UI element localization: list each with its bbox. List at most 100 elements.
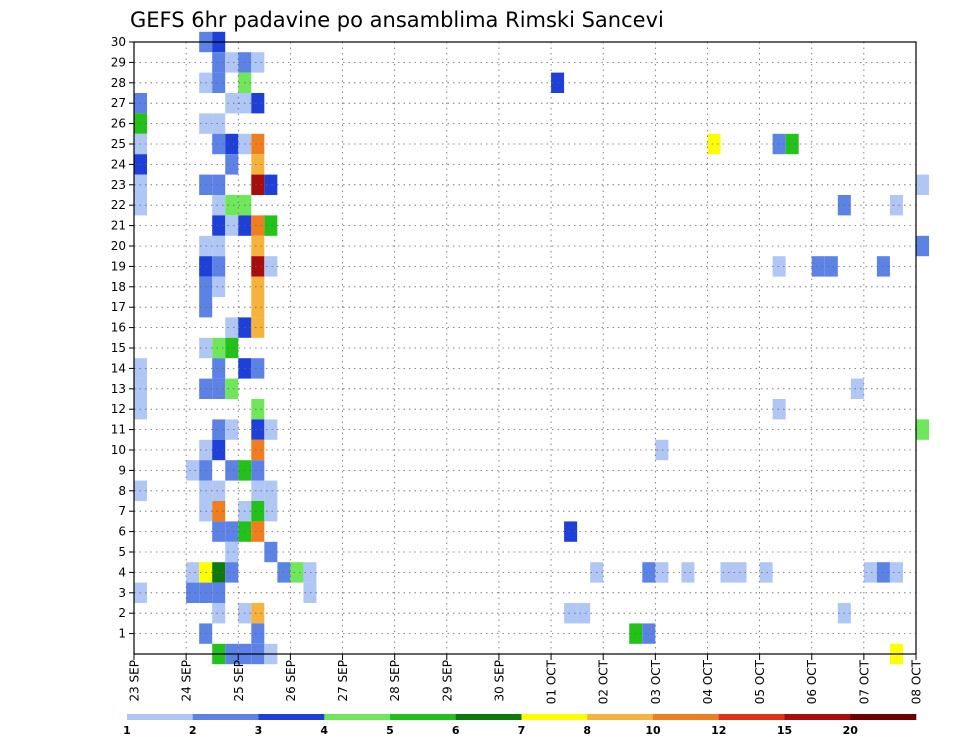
heatmap-cell: [290, 562, 304, 583]
heatmap-cell: [916, 235, 930, 257]
heatmap-cell: [251, 480, 265, 501]
y-tick-label: 11: [111, 423, 126, 437]
colorbar-label: 8: [583, 724, 591, 737]
y-tick-label: 24: [111, 157, 126, 171]
heatmap-cell: [212, 72, 226, 93]
heatmap-cell: [186, 562, 200, 583]
heatmap-cell: [251, 399, 265, 420]
heatmap-cell: [225, 337, 239, 359]
y-tick-label: 14: [111, 361, 126, 375]
heatmap-cell: [251, 276, 265, 297]
heatmap-cell: [225, 52, 239, 73]
y-tick-label: 22: [111, 198, 126, 212]
y-tick-label: 8: [118, 484, 126, 498]
x-tick-label: 28 SEP: [388, 660, 402, 702]
heatmap-cell: [720, 562, 734, 583]
colorbar-label: 1: [123, 724, 131, 737]
y-tick-label: 2: [118, 606, 126, 620]
heatmap-cell: [225, 521, 239, 542]
heatmap-cell: [264, 174, 278, 195]
heatmap-cell: [212, 215, 226, 236]
heatmap-cell: [916, 174, 930, 195]
heatmap-cell: [251, 235, 265, 257]
y-tick-label: 12: [111, 402, 126, 416]
heatmap-cell: [850, 378, 864, 399]
heatmap-cell: [772, 256, 786, 277]
colorbar-segment: [192, 714, 259, 720]
colorbar-segment: [653, 714, 720, 720]
heatmap-cell: [264, 215, 278, 236]
heatmap-cell: [264, 256, 278, 277]
heatmap-cell: [212, 52, 226, 73]
y-tick-label: 18: [111, 280, 126, 294]
heatmap-cell: [772, 133, 786, 155]
colorbar-label: 15: [777, 724, 792, 737]
y-tick-label: 23: [111, 178, 126, 192]
heatmap-cell: [212, 582, 226, 603]
y-tick-label: 27: [111, 96, 126, 110]
colorbar-label: 20: [843, 724, 859, 737]
x-tick-label: 24 SEP: [180, 660, 194, 702]
heatmap-cell: [303, 582, 317, 603]
heatmap-cell: [251, 521, 265, 542]
colorbar: 1 2 3 4 5 6 7 8 10 12 15 20: [123, 714, 917, 737]
heatmap-cell: [264, 480, 278, 501]
colorbar-segment: [127, 714, 194, 720]
heatmap-cell: [186, 582, 200, 603]
y-tick-label: 13: [111, 382, 126, 396]
x-tick-label: 23 SEP: [128, 660, 142, 702]
heatmap-cell: [916, 419, 930, 440]
heatmap-cell: [212, 419, 226, 440]
heatmap-cell: [225, 460, 239, 481]
heatmap-cell: [251, 460, 265, 481]
colorbar-segment: [521, 714, 588, 720]
heatmap-cell: [889, 195, 903, 216]
y-tick-label: 25: [111, 137, 126, 151]
colorbar-label: 2: [189, 724, 197, 737]
y-tick-label: 10: [111, 443, 126, 457]
heatmap-cell: [225, 195, 239, 216]
heatmap-cell: [251, 256, 265, 277]
y-tick-label: 28: [111, 76, 126, 90]
heatmap-cell: [642, 623, 656, 644]
heatmap-cell: [225, 541, 239, 563]
heatmap-cell: [212, 113, 226, 134]
heatmap-cell: [251, 154, 265, 175]
colorbar-segment: [784, 714, 851, 720]
heatmap-cell: [186, 460, 200, 481]
y-tick-label: 9: [118, 463, 126, 477]
heatmap-cell: [251, 317, 265, 338]
y-tick-label: 30: [111, 35, 126, 49]
x-tick-label: 03 OCT: [649, 659, 663, 704]
heatmap-cell: [212, 603, 226, 624]
heatmap-cell: [212, 562, 226, 583]
heatmap-cell: [251, 603, 265, 624]
x-tick-label: 27 SEP: [336, 660, 350, 702]
colorbar-segment: [850, 714, 917, 720]
y-tick-label: 15: [111, 341, 126, 355]
heatmap-cell: [212, 501, 226, 522]
heatmap-cell: [577, 603, 591, 624]
heatmap-cell: [251, 419, 265, 440]
y-tick-label: 5: [118, 545, 126, 559]
heatmap-cell: [251, 52, 265, 73]
heatmap-cell: [225, 215, 239, 236]
x-tick-label: 25 SEP: [232, 660, 246, 702]
heatmap-cell: [212, 480, 226, 501]
x-tick-label: 02 OCT: [597, 659, 611, 704]
y-tick-label: 29: [111, 55, 126, 69]
heatmap-cell: [212, 133, 226, 155]
heatmap-cell: [251, 297, 265, 318]
heatmap-cell: [642, 562, 656, 583]
colorbar-label: 10: [645, 724, 661, 737]
heatmap-cell: [212, 337, 226, 359]
y-tick-label: 17: [111, 300, 126, 314]
heatmap-cell: [251, 215, 265, 236]
chart-title: GEFS 6hr padavine po ansamblima Rimski S…: [130, 8, 664, 32]
heatmap-cell: [564, 603, 578, 624]
heatmap-cell: [225, 154, 239, 175]
colorbar-label: 6: [452, 724, 460, 737]
heatmap-cell: [212, 235, 226, 257]
y-tick-label: 20: [111, 239, 126, 253]
heatmap-cell: [863, 562, 877, 583]
